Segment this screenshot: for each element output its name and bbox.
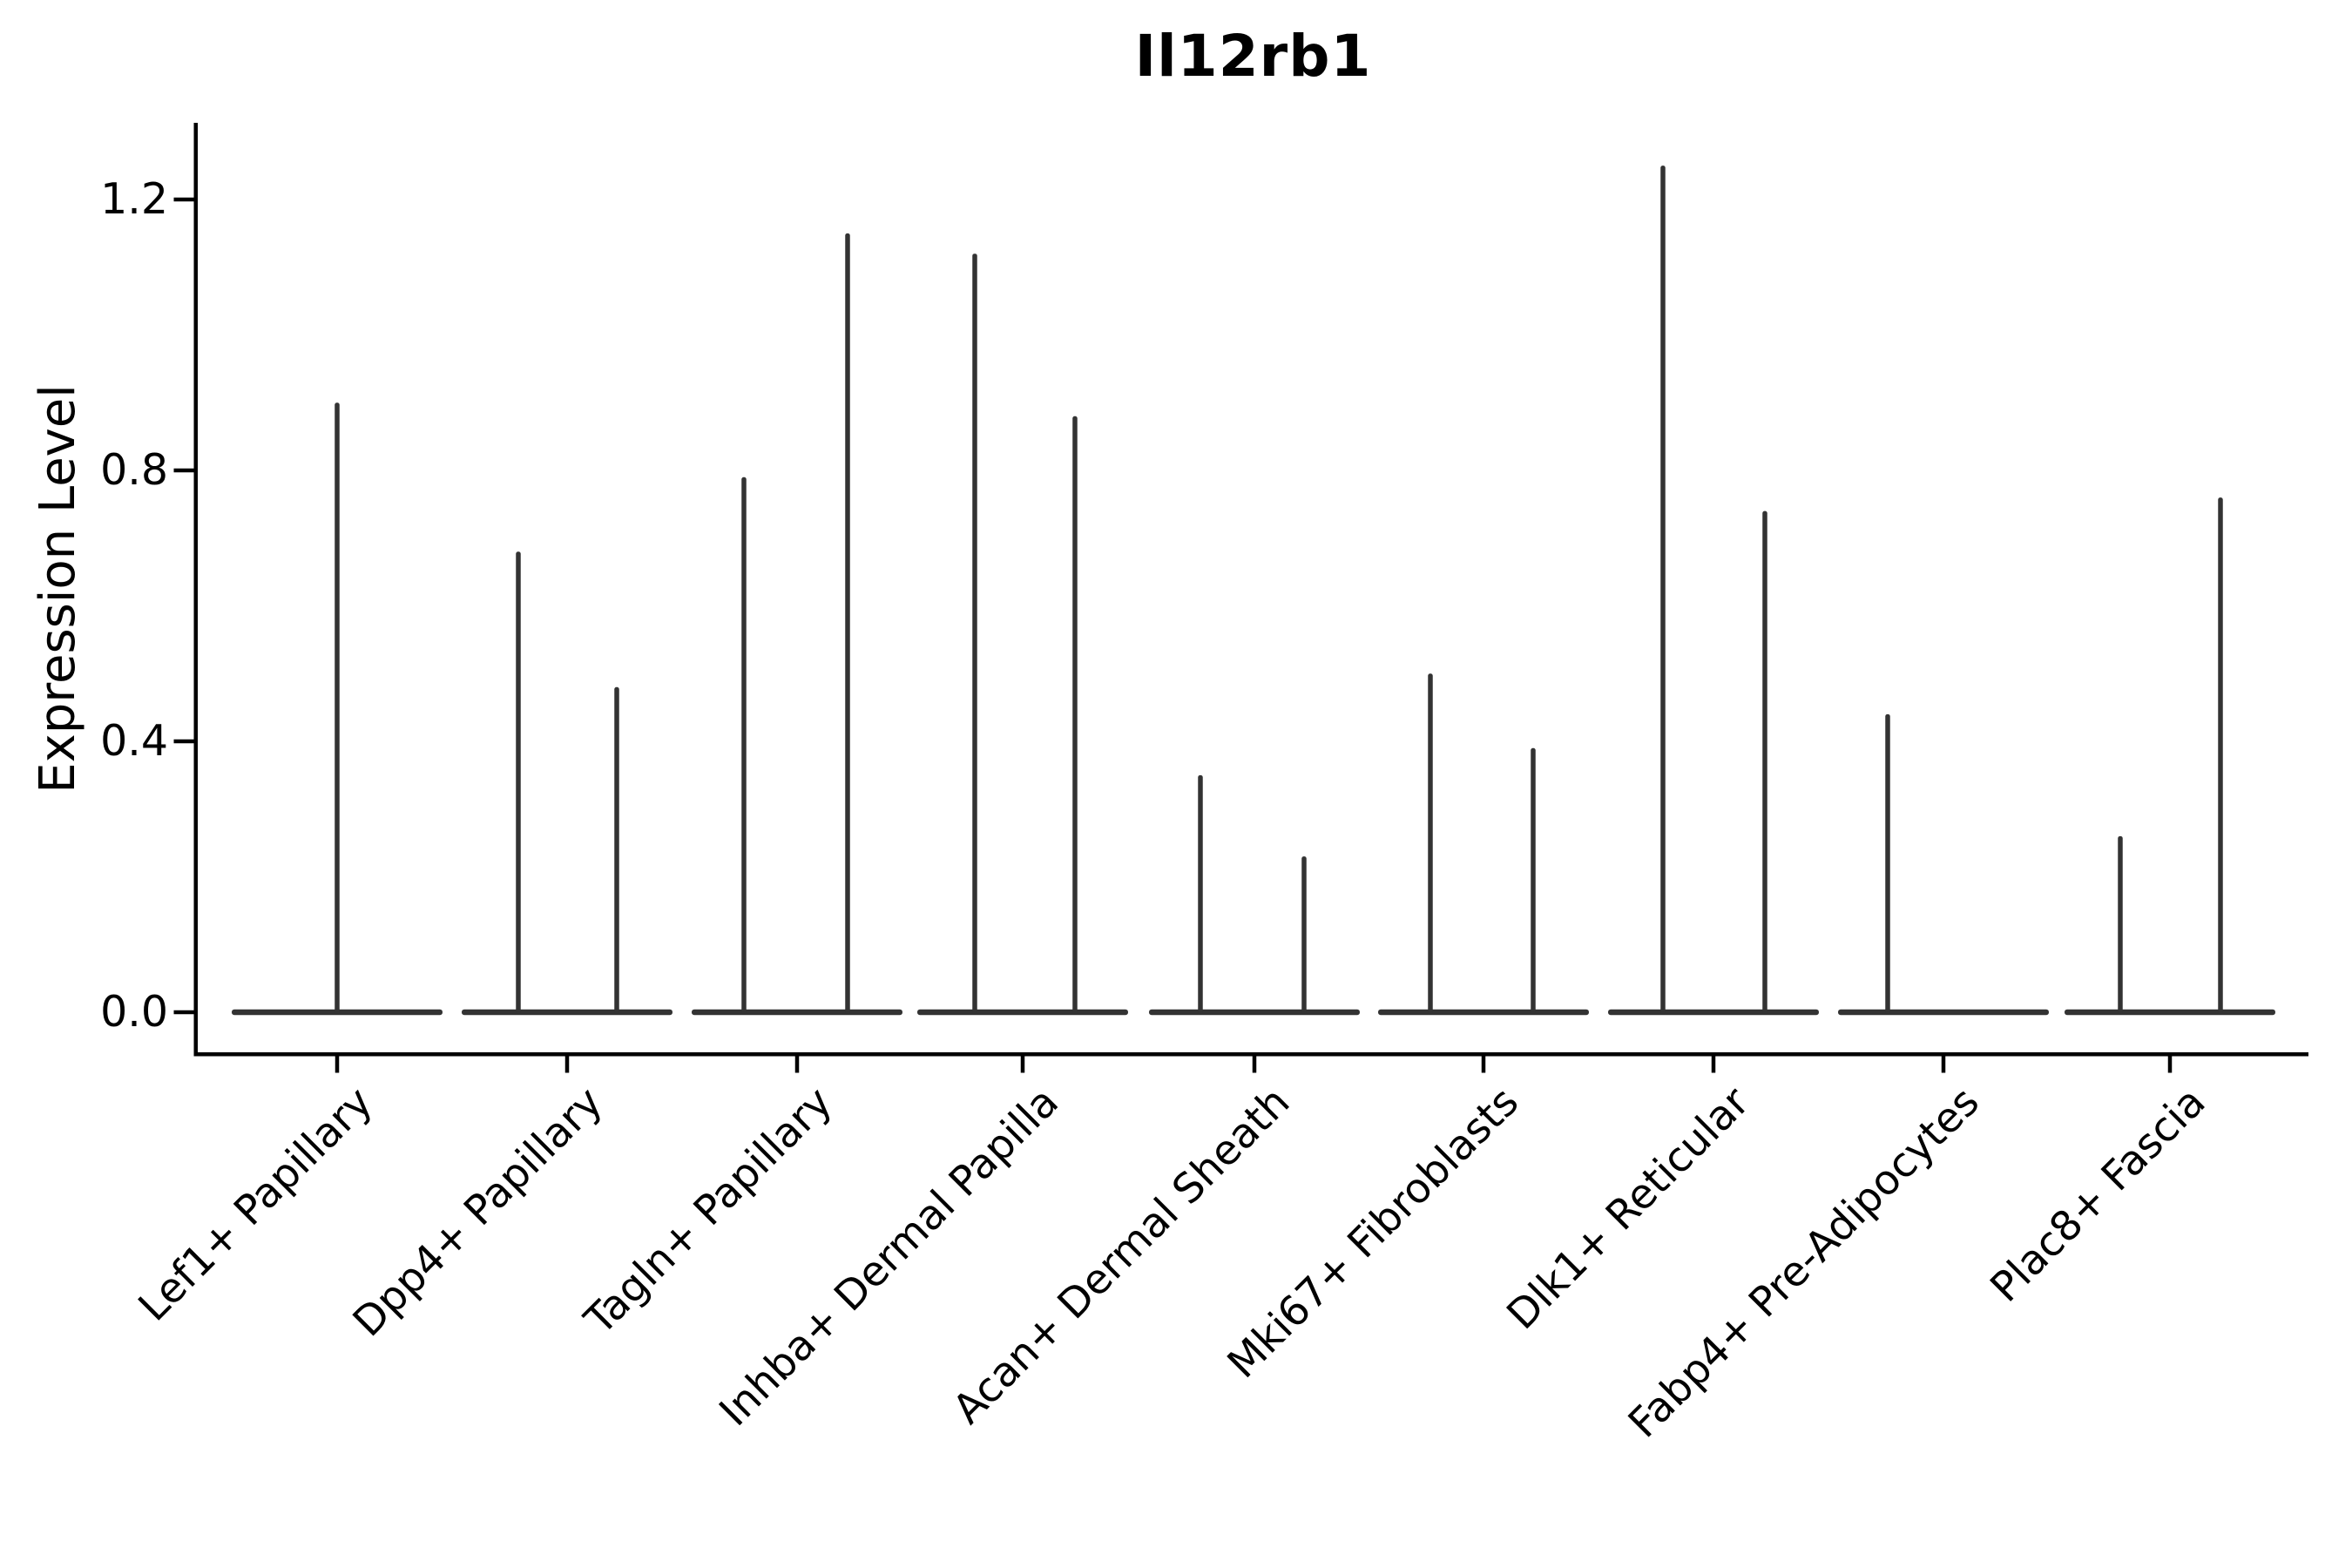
- violin-spike: [1885, 713, 1890, 1015]
- y-tick-mark: [173, 1010, 194, 1015]
- y-axis-spine: [193, 123, 198, 1057]
- violin-spike: [972, 253, 977, 1015]
- violin-spike: [741, 476, 747, 1015]
- x-tick-mark: [1711, 1056, 1716, 1073]
- violin-base: [1838, 1009, 2049, 1016]
- violin-base: [1378, 1009, 1589, 1016]
- violin-spike: [1660, 166, 1666, 1015]
- violin-spike: [2118, 835, 2123, 1015]
- x-tick-mark: [335, 1056, 340, 1073]
- x-tick-mark: [794, 1056, 800, 1073]
- y-tick-label: 0.8: [100, 445, 168, 495]
- violin-spike: [516, 551, 521, 1015]
- x-tick-mark: [1252, 1056, 1257, 1073]
- y-tick-label: 0.4: [100, 716, 168, 766]
- violin-base: [917, 1009, 1128, 1016]
- violin-spike: [1198, 774, 1203, 1015]
- violin-spike: [335, 402, 340, 1015]
- violin-base: [1608, 1009, 1819, 1016]
- violin-spike: [614, 686, 619, 1015]
- y-tick-label: 1.2: [100, 174, 168, 224]
- y-tick-mark: [173, 197, 194, 202]
- violin-spike: [1428, 673, 1433, 1015]
- violin-spike: [1072, 416, 1078, 1015]
- x-tick-mark: [1941, 1056, 1946, 1073]
- violin-spike: [2218, 497, 2223, 1015]
- violin-base: [1149, 1009, 1360, 1016]
- x-tick-mark: [564, 1056, 570, 1073]
- x-tick-mark: [2167, 1056, 2173, 1073]
- x-tick-mark: [1020, 1056, 1025, 1073]
- violin-spike: [1531, 747, 1536, 1015]
- violin-spike: [845, 233, 850, 1015]
- y-tick-mark: [173, 739, 194, 744]
- violin-spike: [1301, 856, 1307, 1015]
- y-tick-label: 0.0: [100, 987, 168, 1037]
- x-tick-mark: [1481, 1056, 1486, 1073]
- violin-base: [2065, 1009, 2275, 1016]
- chart-title: Il12rb1: [1134, 23, 1372, 90]
- x-axis-spine: [193, 1052, 2308, 1057]
- y-tick-mark: [173, 468, 194, 473]
- violin-base: [692, 1009, 902, 1016]
- violin-base: [462, 1009, 672, 1016]
- violin-spike: [1762, 510, 1767, 1015]
